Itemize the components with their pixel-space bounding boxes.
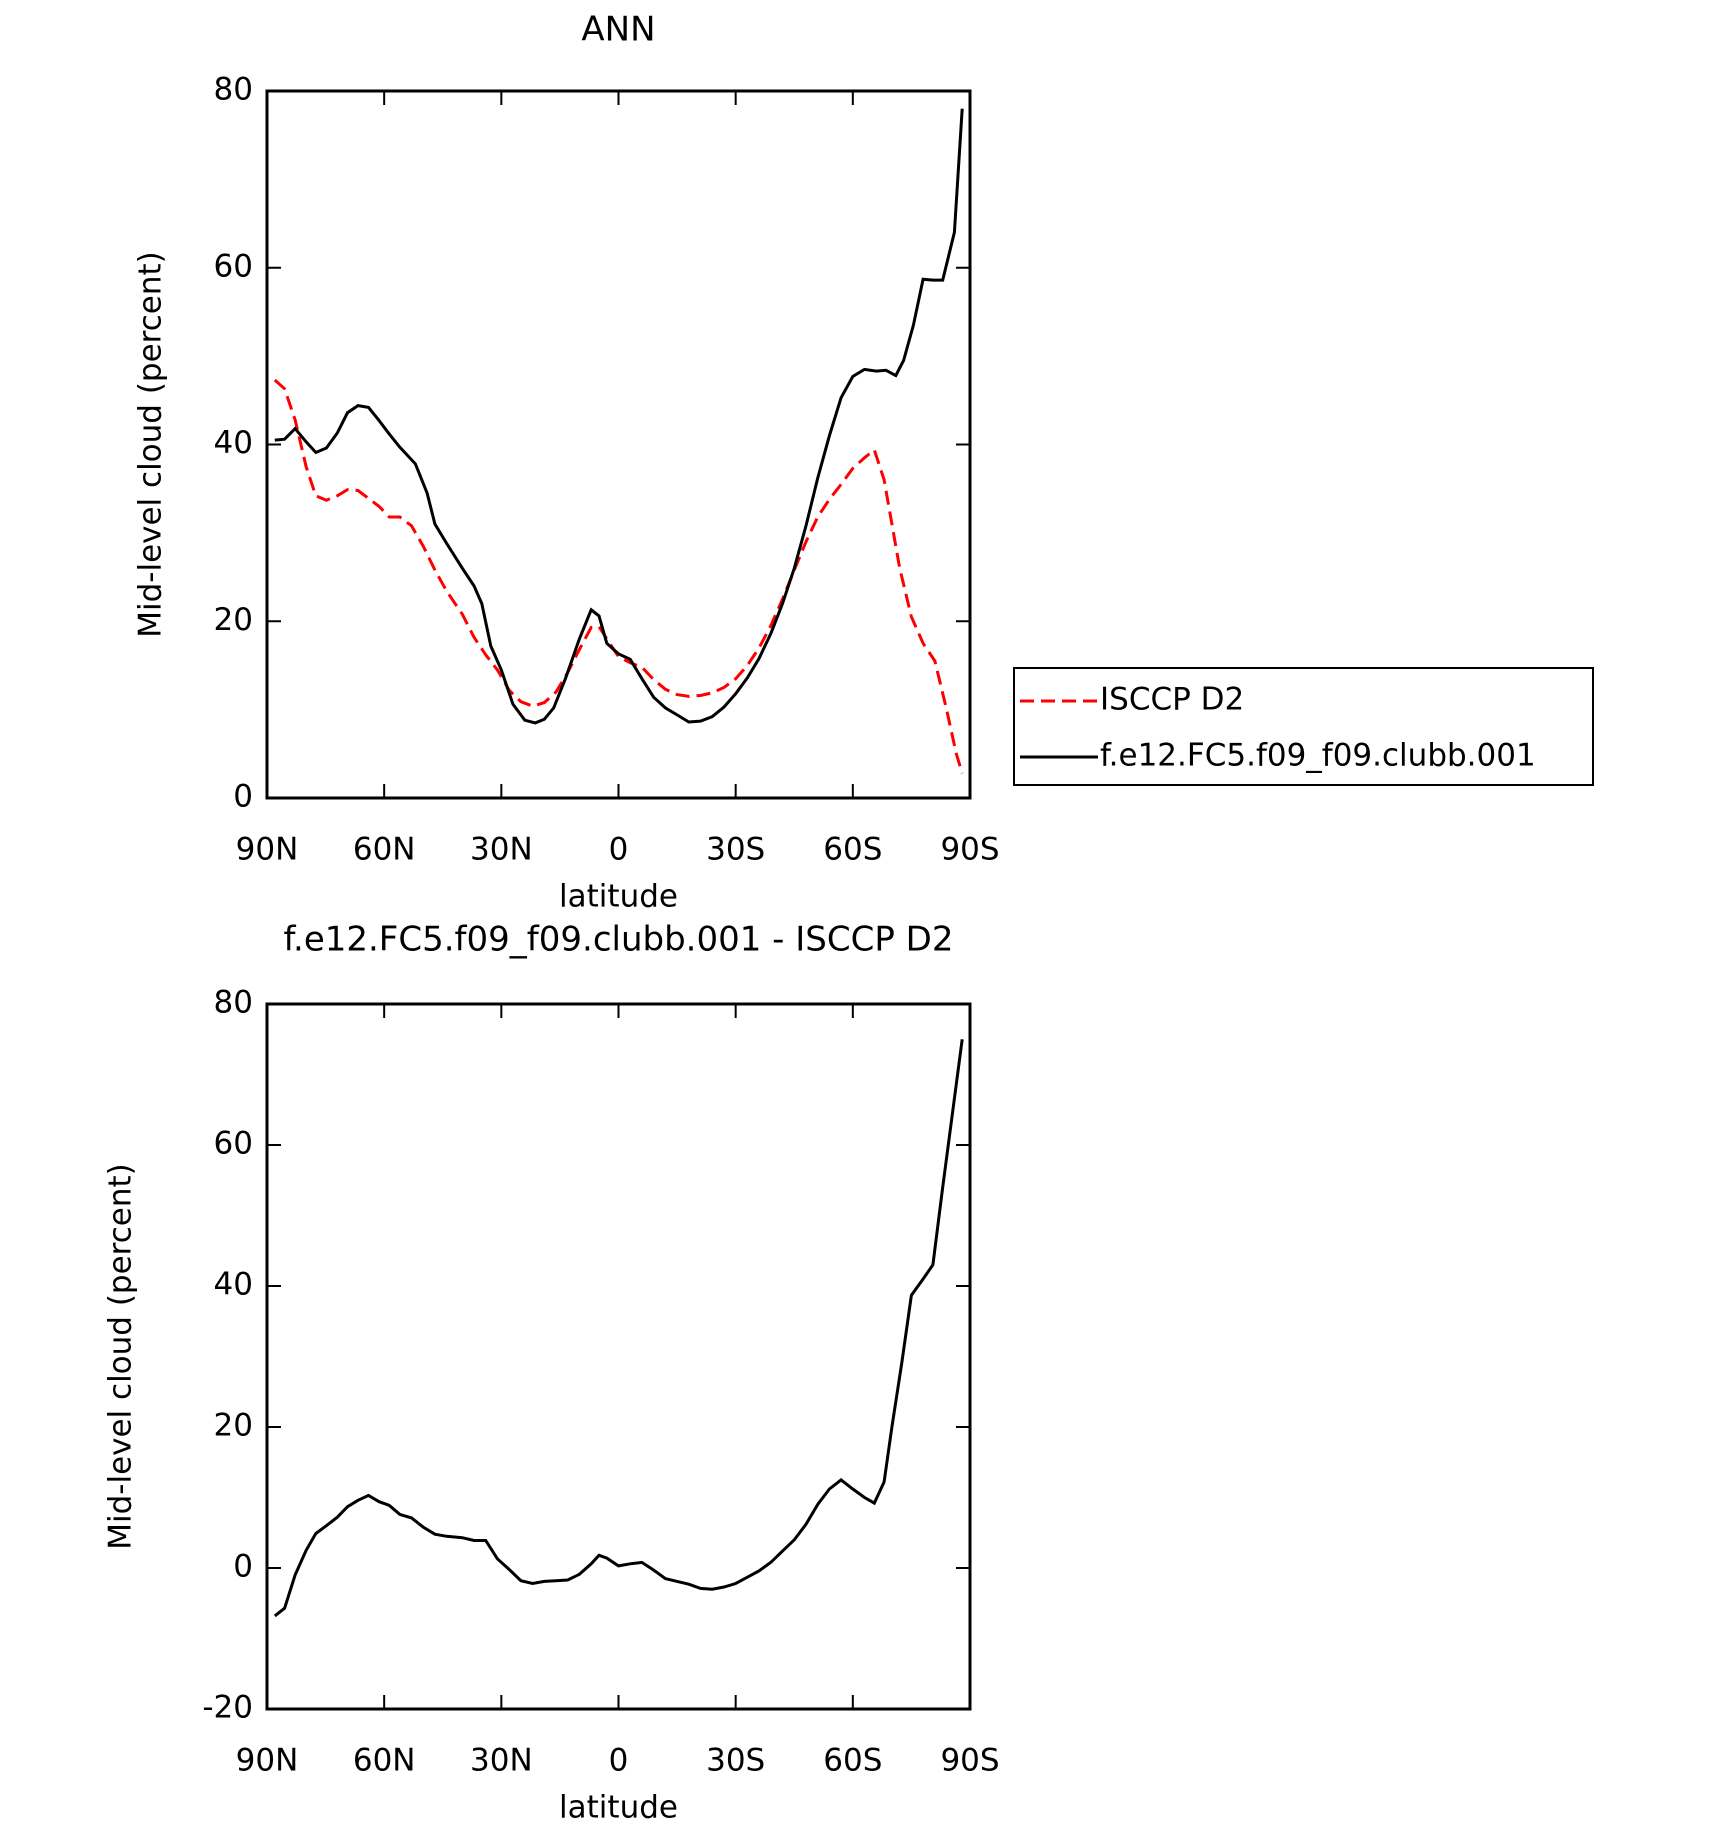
x-tick-label: 0: [609, 1743, 629, 1779]
y-axis-label: Mid-level cloud (percent): [103, 1163, 139, 1550]
x-tick-label: 30S: [706, 832, 765, 868]
series-line: [273, 378, 964, 774]
legend-label: f.e12.FC5.f09_f09.clubb.001: [1100, 738, 1536, 774]
y-tick-label: 40: [214, 425, 253, 461]
y-tick-label: 40: [214, 1267, 253, 1303]
chart-title: f.e12.FC5.f09_f09.clubb.001 - ISCCP D2: [284, 920, 954, 960]
x-tick-label: 60N: [353, 1743, 416, 1779]
legend-box: [1013, 667, 1594, 786]
x-tick-label: 90S: [940, 1743, 999, 1779]
x-axis-label: latitude: [559, 879, 678, 915]
x-tick-label: 30N: [470, 1743, 533, 1779]
y-axis-label: Mid-level cloud (percent): [133, 251, 169, 638]
y-tick-label: 80: [214, 72, 253, 108]
x-tick-label: 90S: [940, 832, 999, 868]
plot-frame: [265, 1002, 972, 1711]
x-tick-label: 0: [609, 832, 629, 868]
y-tick-label: 0: [233, 779, 253, 815]
x-tick-label: 30S: [706, 1743, 765, 1779]
legend-label: ISCCP D2: [1100, 682, 1244, 718]
y-tick-label: 60: [214, 248, 253, 284]
x-tick-label: 60S: [823, 832, 882, 868]
x-tick-label: 90N: [236, 832, 299, 868]
series-line: [274, 108, 964, 725]
y-tick-label: -20: [202, 1690, 253, 1726]
x-tick-label: 60N: [353, 832, 416, 868]
y-tick-label: 80: [214, 985, 253, 1021]
series-line: [273, 1039, 964, 1618]
x-tick-label: 30N: [470, 832, 533, 868]
y-tick-label: 0: [233, 1549, 253, 1585]
x-tick-label: 60S: [823, 1743, 882, 1779]
x-tick-label: 90N: [236, 1743, 299, 1779]
y-tick-label: 20: [214, 602, 253, 638]
chart-title: ANN: [581, 10, 655, 50]
x-axis-label: latitude: [559, 1790, 678, 1826]
plot-frame: [265, 89, 972, 800]
y-tick-label: 20: [214, 1408, 253, 1444]
y-tick-label: 60: [214, 1126, 253, 1162]
